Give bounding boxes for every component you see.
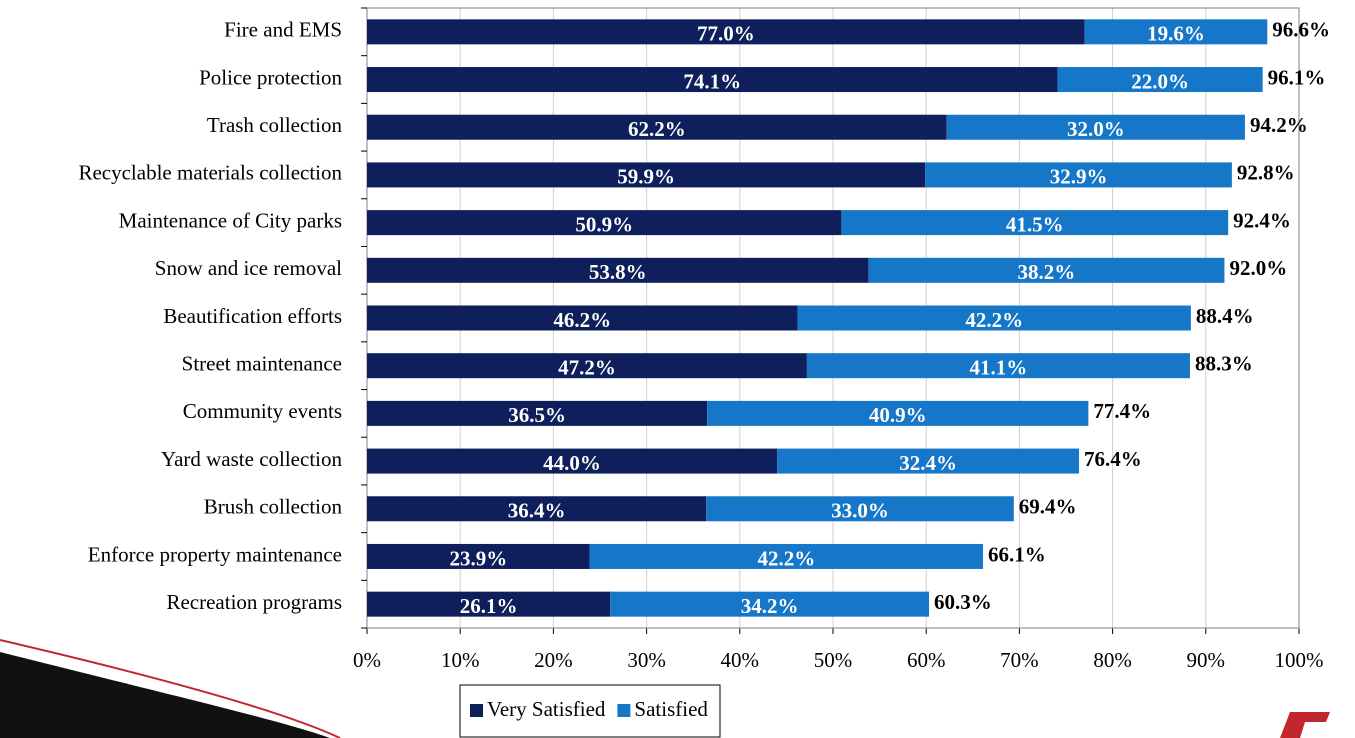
bar-segment <box>797 305 1191 331</box>
total-label: 96.1% <box>1268 65 1326 89</box>
y-tick-label: Street maintenance <box>182 352 342 376</box>
value-label: 38.2% <box>1018 260 1076 284</box>
y-tick-label: Recyclable materials collection <box>78 161 342 185</box>
bar-segment <box>1057 67 1263 93</box>
bar-segment <box>367 305 798 331</box>
bar-segment <box>706 496 1014 522</box>
decor-swoosh-line <box>0 639 341 738</box>
total-label: 96.6% <box>1272 18 1330 42</box>
x-tick-label: 50% <box>814 648 853 672</box>
total-label: 92.4% <box>1233 208 1291 232</box>
legend-swatch <box>617 704 631 717</box>
value-label: 40.9% <box>869 403 927 427</box>
total-label: 88.3% <box>1195 352 1253 376</box>
total-label: 66.1% <box>988 542 1046 566</box>
x-tick-label: 80% <box>1093 648 1132 672</box>
value-label: 36.5% <box>508 403 566 427</box>
bar-segment <box>367 496 707 522</box>
value-label: 33.0% <box>831 499 889 523</box>
x-tick-label: 0% <box>353 648 381 672</box>
total-label: 77.4% <box>1093 399 1151 423</box>
total-label: 92.8% <box>1237 161 1295 185</box>
bar-segment <box>367 448 778 474</box>
y-tick-label: Yard waste collection <box>161 447 342 471</box>
x-tick-label: 40% <box>721 648 760 672</box>
value-label: 53.8% <box>589 260 647 284</box>
bar-segment <box>367 353 807 379</box>
y-tick-label: Police protection <box>199 65 342 89</box>
total-label: 60.3% <box>934 590 992 614</box>
value-label: 41.1% <box>970 356 1028 380</box>
value-label: 41.5% <box>1006 212 1064 236</box>
total-label: 76.4% <box>1084 447 1142 471</box>
logo <box>1280 712 1330 738</box>
value-label: 36.4% <box>508 499 566 523</box>
bar-segment <box>367 543 590 569</box>
bar-segment <box>707 400 1089 426</box>
value-label: 32.9% <box>1050 165 1108 189</box>
total-label: 92.0% <box>1229 256 1287 280</box>
bar-segment <box>367 67 1058 93</box>
value-label: 50.9% <box>575 212 633 236</box>
y-tick-label: Beautification efforts <box>163 304 342 328</box>
x-tick-label: 100% <box>1275 648 1324 672</box>
x-tick-label: 30% <box>627 648 666 672</box>
value-label: 42.2% <box>758 546 816 570</box>
value-label: 62.2% <box>628 117 686 141</box>
bar-segment <box>806 353 1190 379</box>
value-label: 19.6% <box>1147 22 1205 46</box>
y-tick-label: Fire and EMS <box>224 18 342 42</box>
bar-segment <box>1084 19 1268 45</box>
legend-swatch <box>470 704 483 717</box>
bar-segment <box>367 210 842 236</box>
bar-segment <box>777 448 1080 474</box>
legend-box <box>459 684 721 738</box>
value-label: 32.0% <box>1067 117 1125 141</box>
bar-segment <box>589 543 984 569</box>
y-tick-label: Enforce property maintenance <box>88 542 342 566</box>
value-label: 77.0% <box>697 22 755 46</box>
y-tick-label: Brush collection <box>204 495 343 519</box>
y-tick-label: Recreation programs <box>166 590 342 614</box>
x-tick-label: 10% <box>441 648 480 672</box>
x-tick-label: 20% <box>534 648 573 672</box>
y-tick-label: Maintenance of City parks <box>119 208 342 232</box>
total-label: 94.2% <box>1250 113 1308 137</box>
y-tick-label: Trash collection <box>207 113 343 137</box>
bar-segment <box>367 400 708 426</box>
decor-swoosh <box>0 652 330 738</box>
value-label: 74.1% <box>683 69 741 93</box>
value-label: 22.0% <box>1131 69 1189 93</box>
x-tick-label: 90% <box>1187 648 1226 672</box>
value-label: 42.2% <box>965 308 1023 332</box>
total-label: 88.4% <box>1196 304 1254 328</box>
bar-segment <box>868 257 1225 283</box>
bar-segment <box>367 19 1085 45</box>
value-label: 46.2% <box>553 308 611 332</box>
value-label: 34.2% <box>741 594 799 618</box>
bar-segment <box>367 591 611 617</box>
value-label: 26.1% <box>460 594 518 618</box>
bar-segment <box>610 591 929 617</box>
value-label: 44.0% <box>543 451 601 475</box>
x-tick-label: 70% <box>1000 648 1039 672</box>
x-tick-label: 60% <box>907 648 946 672</box>
value-label: 59.9% <box>617 165 675 189</box>
bar-segment <box>841 210 1229 236</box>
value-label: 23.9% <box>449 546 507 570</box>
y-tick-label: Snow and ice removal <box>155 256 342 280</box>
value-label: 32.4% <box>899 451 957 475</box>
y-tick-label: Community events <box>183 399 342 423</box>
legend-label: Satisfied <box>634 697 708 721</box>
bar-segment <box>367 114 947 140</box>
bar-segment <box>925 162 1232 188</box>
bar-segment <box>367 162 926 188</box>
bar-segment <box>367 257 869 283</box>
total-label: 69.4% <box>1019 495 1077 519</box>
legend-label: Very Satisfied <box>487 697 606 721</box>
bar-segment <box>946 114 1245 140</box>
value-label: 47.2% <box>558 356 616 380</box>
